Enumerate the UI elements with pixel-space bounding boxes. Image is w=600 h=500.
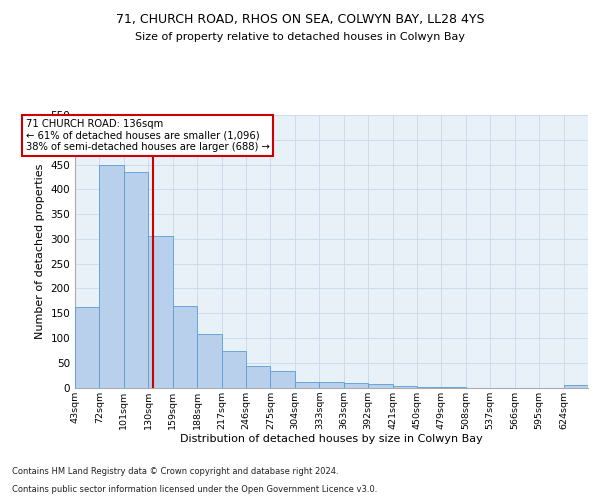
Bar [344, 382, 368, 388]
Text: Contains HM Land Registry data © Crown copyright and database right 2024.: Contains HM Land Registry data © Crown c… [12, 467, 338, 476]
Bar [197, 334, 221, 388]
Bar [148, 236, 173, 388]
Bar [173, 306, 197, 388]
Text: 71, CHURCH ROAD, RHOS ON SEA, COLWYN BAY, LL28 4YS: 71, CHURCH ROAD, RHOS ON SEA, COLWYN BAY… [116, 12, 484, 26]
X-axis label: Distribution of detached houses by size in Colwyn Bay: Distribution of detached houses by size … [180, 434, 483, 444]
Text: 71 CHURCH ROAD: 136sqm
← 61% of detached houses are smaller (1,096)
38% of semi-: 71 CHURCH ROAD: 136sqm ← 61% of detached… [26, 119, 269, 152]
Bar [75, 306, 100, 388]
Bar [271, 371, 295, 388]
Bar [295, 382, 319, 388]
Bar [319, 382, 344, 388]
Bar [392, 386, 417, 388]
Bar [100, 164, 124, 388]
Y-axis label: Number of detached properties: Number of detached properties [35, 164, 45, 339]
Bar [563, 385, 588, 388]
Text: Size of property relative to detached houses in Colwyn Bay: Size of property relative to detached ho… [135, 32, 465, 42]
Bar [124, 172, 148, 388]
Bar [368, 384, 392, 388]
Bar [221, 352, 246, 388]
Text: Contains public sector information licensed under the Open Government Licence v3: Contains public sector information licen… [12, 485, 377, 494]
Bar [246, 366, 271, 388]
